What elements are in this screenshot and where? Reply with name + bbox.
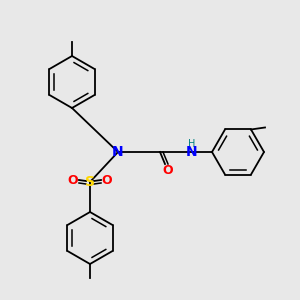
- Text: O: O: [102, 173, 112, 187]
- Text: N: N: [186, 145, 198, 159]
- Text: S: S: [85, 175, 95, 189]
- Text: O: O: [68, 173, 78, 187]
- Text: N: N: [112, 145, 124, 159]
- Text: O: O: [163, 164, 173, 176]
- Text: H: H: [188, 139, 196, 149]
